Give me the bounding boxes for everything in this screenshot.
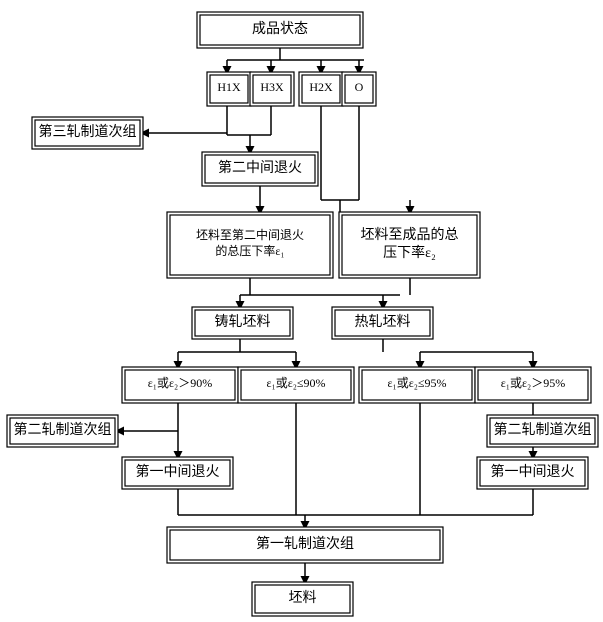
node-label: H1X (217, 80, 241, 94)
node-sideL1: 第三轧制道次组 (32, 117, 143, 149)
node-label: H2X (309, 80, 333, 94)
node-h2x: H2X (299, 72, 343, 106)
node-label: 第二轧制道次组 (494, 421, 592, 438)
node-castL: 铸轧坯料 (192, 307, 293, 339)
node-sideRR: 第二轧制道次组 (487, 415, 598, 447)
node-o: O (342, 72, 376, 106)
node-label: 的总压下率ε₁ (215, 243, 284, 258)
node-label: 坯料至第二中间退火 (196, 227, 304, 242)
node-label: 热轧坯料 (355, 314, 411, 330)
node-grp1: 第一轧制道次组 (167, 527, 443, 563)
flowchart-canvas: 成品状态 H1X H3X H2X O 第三轧制道次组第二中间退火坯料至第二中间退火的总压下… (0, 0, 603, 622)
node-label: 成品状态 (252, 21, 308, 37)
node-anneal2: 第二中间退火 (202, 152, 318, 186)
node-label: 第二轧制道次组 (14, 421, 112, 438)
node-annL: 第一中间退火 (122, 457, 233, 489)
node-top: 成品状态 (197, 12, 363, 48)
node-label: H3X (260, 80, 284, 94)
node-label: ε₁或ε₂＞95% (501, 376, 565, 390)
node-hotR: 热轧坯料 (332, 307, 433, 339)
node-label: 第一中间退火 (136, 463, 220, 480)
node-label: 第一中间退火 (491, 463, 575, 480)
node-label: 压下率ε₂ (383, 244, 436, 261)
node-h3x: H3X (250, 72, 294, 106)
node-label: 坯料至成品的总 (361, 227, 459, 243)
node-label: ε₁或ε₂＞90% (148, 376, 212, 390)
node-label: 第二中间退火 (218, 159, 302, 176)
node-h1x: H1X (207, 72, 251, 106)
node-c1: ε₁或ε₂＞90% (122, 367, 238, 403)
node-label: O (355, 80, 364, 94)
node-annR: 第一中间退火 (477, 457, 588, 489)
node-redR: 坯料至成品的总压下率ε₂ (339, 212, 480, 278)
node-c3: ε₁或ε₂≤95% (359, 367, 475, 403)
node-bottom: 坯料 (252, 582, 353, 616)
node-label: ε₁或ε₂≤95% (387, 376, 446, 390)
node-label: 铸轧坯料 (215, 314, 271, 330)
node-c4: ε₁或ε₂＞95% (475, 367, 591, 403)
node-label: 第一轧制道次组 (256, 535, 354, 552)
node-redL: 坯料至第二中间退火的总压下率ε₁ (167, 212, 333, 278)
node-label: 坯料 (289, 590, 317, 606)
node-c2: ε₁或ε₂≤90% (238, 367, 354, 403)
node-sideLL: 第二轧制道次组 (7, 415, 118, 447)
node-label: ε₁或ε₂≤90% (266, 376, 325, 390)
node-label: 第三轧制道次组 (39, 123, 137, 140)
